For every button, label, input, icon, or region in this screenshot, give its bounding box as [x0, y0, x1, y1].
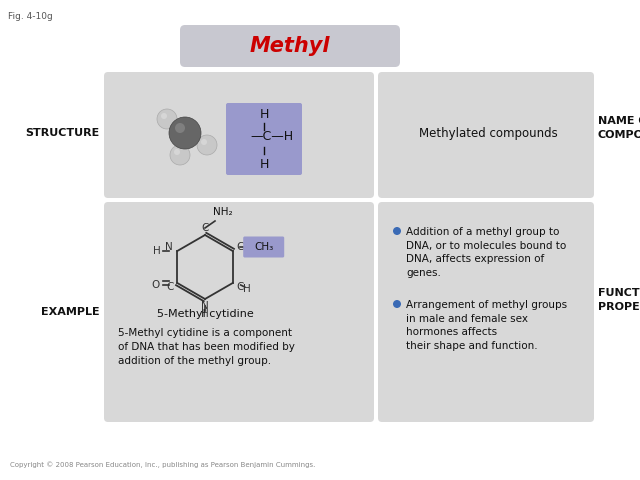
Circle shape	[393, 300, 401, 308]
FancyBboxPatch shape	[180, 25, 400, 67]
Text: NH₂: NH₂	[213, 207, 233, 217]
Circle shape	[393, 227, 401, 235]
Text: 5-Methyl cytidine: 5-Methyl cytidine	[157, 309, 253, 319]
Circle shape	[197, 135, 217, 155]
Text: Addition of a methyl group to
DNA, or to molecules bound to
DNA, affects express: Addition of a methyl group to DNA, or to…	[406, 227, 566, 278]
Text: EXAMPLE: EXAMPLE	[42, 307, 100, 317]
Text: 5-Methyl cytidine is a component
of DNA that has been modified by
addition of th: 5-Methyl cytidine is a component of DNA …	[118, 328, 295, 366]
FancyBboxPatch shape	[243, 237, 284, 257]
Text: STRUCTURE: STRUCTURE	[26, 128, 100, 138]
Circle shape	[157, 109, 177, 129]
FancyBboxPatch shape	[104, 202, 374, 422]
Text: NAME OF
COMPOUND: NAME OF COMPOUND	[598, 116, 640, 140]
Circle shape	[201, 139, 207, 145]
Circle shape	[170, 145, 190, 165]
Text: Arrangement of methyl groups
in male and female sex
hormones affects
their shape: Arrangement of methyl groups in male and…	[406, 300, 567, 351]
FancyBboxPatch shape	[104, 72, 374, 198]
Circle shape	[161, 113, 167, 119]
Text: O: O	[151, 280, 159, 290]
Circle shape	[169, 117, 201, 149]
Text: N: N	[201, 301, 209, 311]
FancyBboxPatch shape	[378, 202, 594, 422]
Text: C: C	[236, 282, 243, 292]
Text: C: C	[202, 223, 209, 233]
FancyBboxPatch shape	[226, 103, 302, 175]
Circle shape	[175, 123, 185, 133]
Text: H: H	[259, 158, 269, 171]
Text: H: H	[243, 284, 251, 294]
Text: Fig. 4-10g: Fig. 4-10g	[8, 12, 52, 21]
Text: C: C	[236, 242, 243, 252]
Text: Methylated compounds: Methylated compounds	[419, 127, 557, 140]
Text: —C—H: —C—H	[250, 131, 293, 144]
Text: Methyl: Methyl	[250, 36, 330, 56]
Text: C: C	[166, 282, 174, 292]
Text: FUNCTIONAL
PROPERTIES: FUNCTIONAL PROPERTIES	[598, 288, 640, 312]
Text: H: H	[201, 309, 209, 319]
FancyBboxPatch shape	[378, 72, 594, 198]
Text: H: H	[154, 246, 161, 256]
Circle shape	[174, 149, 180, 155]
Text: H: H	[259, 108, 269, 121]
Text: CH₃: CH₃	[254, 242, 273, 252]
Text: Copyright © 2008 Pearson Education, Inc., publishing as Pearson Benjamin Cumming: Copyright © 2008 Pearson Education, Inc.…	[10, 461, 316, 468]
Text: N: N	[165, 242, 173, 252]
